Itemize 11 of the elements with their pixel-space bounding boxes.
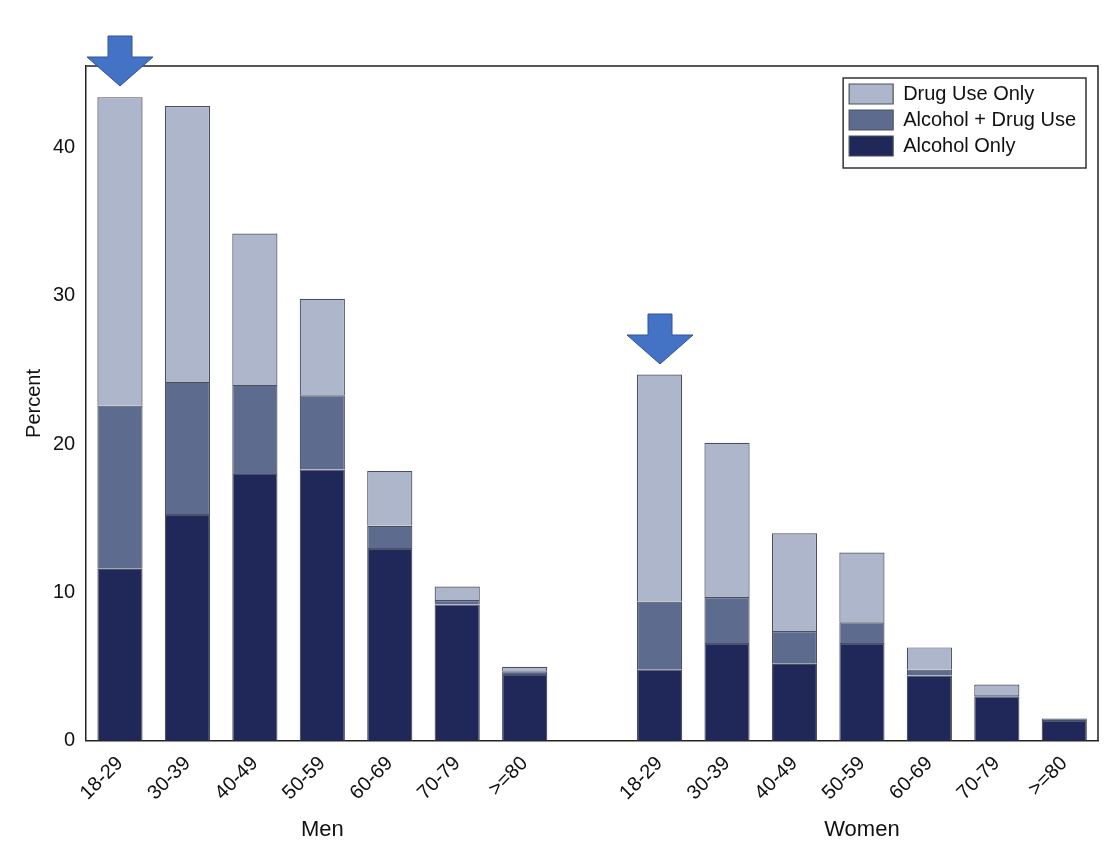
y-tick-label: 40 (53, 135, 76, 158)
y-tick-label: 20 (53, 431, 76, 454)
y-tick-label: 30 (53, 283, 76, 306)
text: Men (300, 816, 344, 841)
y-axis-title: Percent (21, 368, 44, 438)
legend-label: Alcohol + Drug Use (903, 107, 1077, 130)
y-tick-label: 0 (64, 728, 76, 751)
legend-label: Drug Use Only (903, 81, 1035, 104)
legend-label: Alcohol Only (903, 133, 1016, 156)
y-tick-label: 10 (53, 580, 76, 603)
text: Women (824, 816, 900, 841)
